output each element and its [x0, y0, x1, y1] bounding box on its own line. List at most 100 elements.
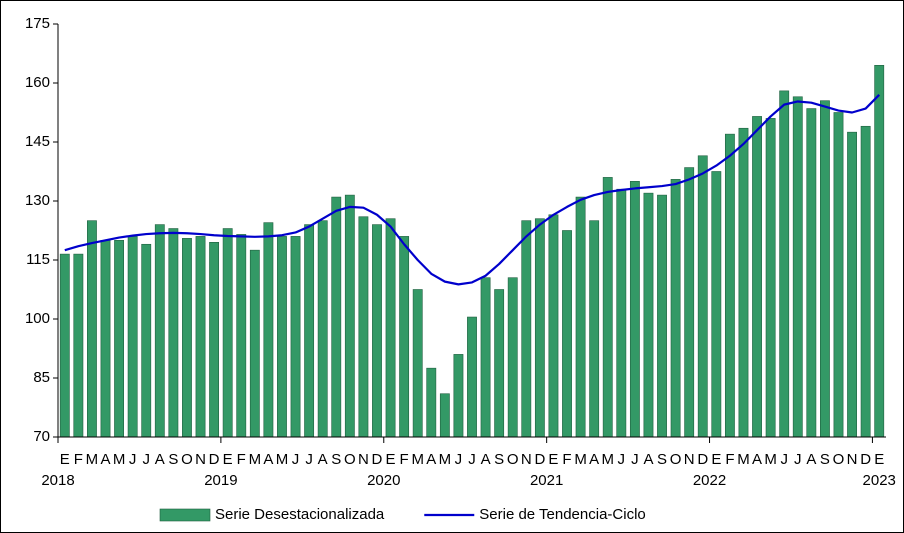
x-tick-label: E — [60, 451, 70, 468]
x-tick-label: M — [574, 451, 587, 468]
bar — [629, 181, 640, 438]
bar — [372, 224, 382, 438]
bar — [684, 167, 695, 438]
x-tick-label: J — [292, 451, 300, 468]
bar — [385, 218, 396, 438]
bar — [521, 220, 532, 438]
bar — [182, 238, 192, 438]
y-tick-label: 145 — [25, 133, 50, 150]
x-tick-label: A — [426, 451, 436, 468]
x-tick-label: M — [249, 451, 262, 468]
x-tick-label: N — [847, 451, 858, 468]
x-tick-label: J — [618, 451, 626, 468]
bar — [507, 277, 518, 438]
bar — [602, 177, 613, 438]
bar — [453, 354, 464, 438]
x-tick-label: N — [684, 451, 695, 468]
bar — [141, 243, 152, 438]
x-tick-label: M — [764, 451, 777, 468]
x-tick-label: M — [411, 451, 424, 468]
bar — [249, 249, 260, 438]
x-tick-label: J — [129, 451, 137, 468]
x-tick-label: S — [168, 451, 178, 468]
bar — [697, 155, 708, 438]
bar — [494, 289, 505, 438]
x-tick-label: E — [223, 451, 233, 468]
x-tick-label: D — [209, 451, 220, 468]
bar — [331, 196, 342, 438]
x-tick-label: A — [752, 451, 762, 468]
bar — [616, 188, 627, 438]
bar — [277, 236, 287, 438]
x-tick-label: O — [833, 451, 845, 468]
x-tick-label: F — [562, 451, 571, 468]
x-tick-label: O — [507, 451, 519, 468]
y-tick-label: 100 — [25, 310, 50, 327]
x-tick-label: J — [455, 451, 463, 468]
x-tick-label: M — [601, 451, 614, 468]
y-tick-label: 130 — [25, 192, 50, 209]
x-tick-label: F — [74, 451, 83, 468]
x-tick-label: M — [276, 451, 289, 468]
x-tick-label: M — [737, 451, 750, 468]
year-label: 2018 — [41, 472, 74, 489]
bar — [670, 179, 681, 438]
year-label: 2023 — [863, 472, 896, 489]
x-tick-label: O — [670, 451, 682, 468]
bar — [833, 112, 844, 438]
x-tick-label: M — [439, 451, 452, 468]
bar — [439, 393, 450, 438]
x-tick-label: J — [794, 451, 802, 468]
year-label: 2019 — [204, 472, 237, 489]
bar — [820, 100, 830, 438]
x-tick-label: A — [806, 451, 816, 468]
y-tick-label: 70 — [33, 428, 50, 445]
trend-line — [64, 94, 880, 286]
x-tick-label: S — [657, 451, 667, 468]
bar — [358, 216, 369, 438]
bar — [724, 133, 735, 438]
x-tick-label: J — [631, 451, 639, 468]
x-tick-label: S — [494, 451, 504, 468]
year-label: 2022 — [693, 472, 726, 489]
bar — [290, 236, 301, 438]
bar — [534, 218, 545, 438]
x-tick-label: N — [358, 451, 369, 468]
x-tick-label: F — [400, 451, 409, 468]
bar — [792, 96, 803, 438]
bar — [59, 253, 70, 438]
y-tick-label: 160 — [25, 74, 50, 91]
bar — [168, 228, 179, 438]
legend-swatch — [159, 508, 211, 522]
x-tick-label: A — [155, 451, 165, 468]
bar — [738, 127, 749, 438]
bar — [874, 65, 885, 438]
bar — [209, 242, 220, 438]
legend-label: Serie de Tendencia-Ciclo — [479, 506, 646, 523]
bar — [87, 220, 97, 438]
bar — [222, 228, 233, 438]
x-tick-label: E — [711, 451, 721, 468]
bar — [412, 289, 423, 438]
x-tick-label: N — [521, 451, 532, 468]
x-tick-label: F — [237, 451, 246, 468]
x-tick-label: O — [181, 451, 193, 468]
x-tick-label: S — [820, 451, 830, 468]
y-tick-label: 175 — [25, 15, 50, 32]
bar — [127, 236, 138, 438]
bar — [114, 240, 124, 438]
bar — [752, 116, 762, 438]
x-tick-label: D — [534, 451, 545, 468]
bar — [643, 192, 654, 438]
bar — [589, 220, 600, 438]
x-tick-label: E — [874, 451, 884, 468]
bar — [100, 240, 111, 438]
x-tick-label: N — [195, 451, 206, 468]
bar — [562, 230, 572, 438]
x-tick-label: A — [589, 451, 599, 468]
year-label: 2020 — [367, 472, 400, 489]
bar — [73, 253, 84, 438]
bar — [575, 196, 586, 438]
x-tick-label: F — [725, 451, 734, 468]
